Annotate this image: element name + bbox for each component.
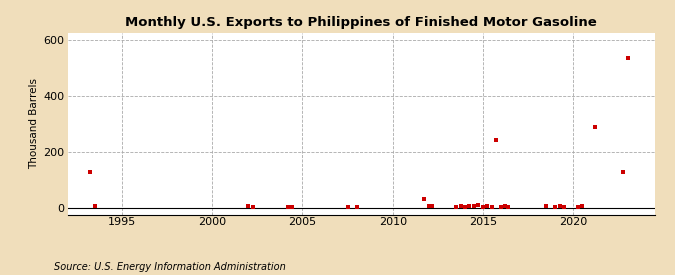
Point xyxy=(481,204,492,208)
Point xyxy=(478,205,489,209)
Text: Source: U.S. Energy Information Administration: Source: U.S. Energy Information Administ… xyxy=(54,262,286,272)
Point xyxy=(495,205,506,209)
Y-axis label: Thousand Barrels: Thousand Barrels xyxy=(30,78,39,169)
Point xyxy=(455,204,466,208)
Point xyxy=(550,205,561,209)
Point xyxy=(487,205,497,209)
Point xyxy=(541,204,551,208)
Point xyxy=(500,204,510,208)
Point xyxy=(243,204,254,208)
Point xyxy=(423,203,434,208)
Point xyxy=(247,205,258,210)
Point xyxy=(286,205,297,210)
Point xyxy=(351,205,362,210)
Point xyxy=(590,125,601,129)
Point xyxy=(618,170,628,174)
Point xyxy=(84,170,95,174)
Point xyxy=(472,203,483,207)
Point xyxy=(577,204,588,208)
Point xyxy=(342,205,353,209)
Point xyxy=(451,205,462,209)
Point xyxy=(419,196,430,201)
Point xyxy=(572,205,583,209)
Title: Monthly U.S. Exports to Philippines of Finished Motor Gasoline: Monthly U.S. Exports to Philippines of F… xyxy=(126,16,597,29)
Point xyxy=(503,205,514,209)
Point xyxy=(468,204,479,208)
Point xyxy=(89,204,100,208)
Point xyxy=(283,205,294,209)
Point xyxy=(559,205,570,210)
Point xyxy=(463,203,474,208)
Point xyxy=(622,56,633,60)
Point xyxy=(460,205,470,209)
Point xyxy=(490,138,501,142)
Point xyxy=(554,204,565,208)
Point xyxy=(427,204,438,208)
